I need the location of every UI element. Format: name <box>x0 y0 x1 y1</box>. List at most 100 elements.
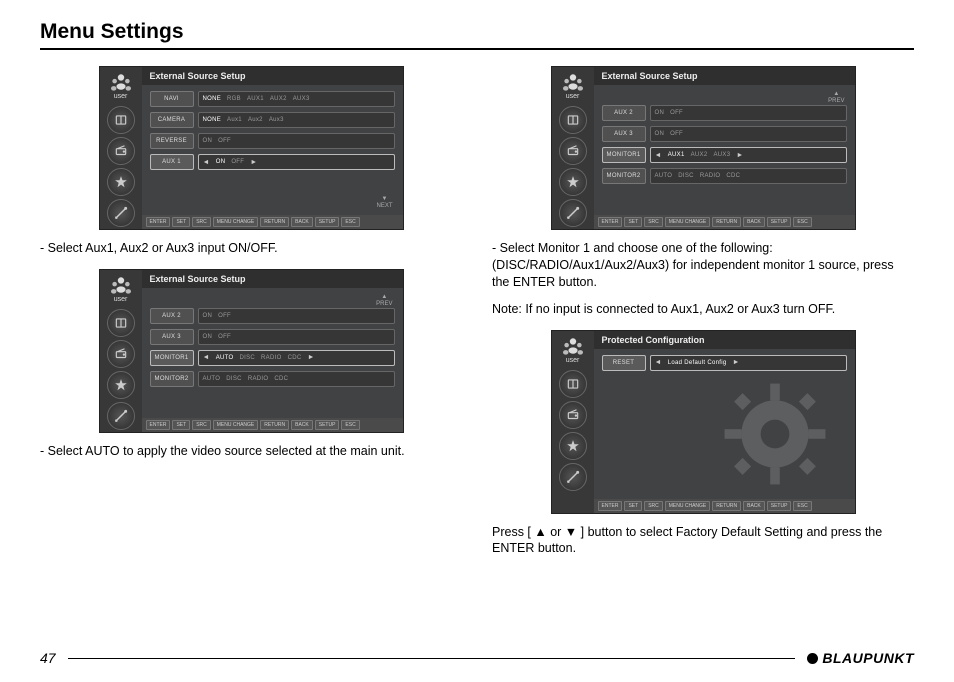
left-arrow-icon[interactable]: ◄ <box>655 359 662 366</box>
right-arrow-icon[interactable]: ► <box>250 159 257 166</box>
tools-icon[interactable] <box>559 199 587 227</box>
book-icon[interactable] <box>559 106 587 134</box>
option-value[interactable]: RGB <box>227 96 241 102</box>
option-value[interactable]: Aux1 <box>227 117 242 123</box>
row-label: CAMERA <box>150 112 194 128</box>
option-value[interactable]: DISC <box>240 355 256 361</box>
option-value[interactable]: RADIO <box>700 173 721 179</box>
setting-row[interactable]: AUX 1 ◄ONOFF► <box>150 154 395 170</box>
screenshot-2-wrap: user External Source Setup AUX 2 ONOFF A… <box>40 269 462 433</box>
setting-row[interactable]: CAMERA NONE Aux1 Aux2 Aux3 <box>150 112 395 128</box>
right-arrow-icon[interactable]: ► <box>732 359 739 366</box>
option-value[interactable]: OFF <box>670 131 683 137</box>
setting-row[interactable]: MONITOR1 ◄AUTODISCRADIOCDC► <box>150 350 395 366</box>
star-icon[interactable] <box>559 432 587 460</box>
setting-row[interactable]: AUX 3 ONOFF <box>602 126 847 142</box>
star-icon[interactable] <box>107 371 135 399</box>
bottom-bar-value: MENU CHANGE <box>665 217 711 227</box>
radio-icon[interactable] <box>107 137 135 165</box>
left-arrow-icon[interactable]: ◄ <box>655 152 662 159</box>
tools-icon[interactable] <box>559 463 587 491</box>
option-value[interactable]: OFF <box>670 110 683 116</box>
star-icon[interactable] <box>559 168 587 196</box>
option-value[interactable]: AUX2 <box>691 152 708 158</box>
right-arrow-icon[interactable]: ► <box>307 354 314 361</box>
option-value[interactable]: AUX1 <box>247 96 264 102</box>
option-value[interactable]: AUX3 <box>293 96 310 102</box>
option-value[interactable]: ON <box>203 334 213 340</box>
bottom-bar-value: ESC <box>793 501 811 511</box>
option-value[interactable]: Load Default Config <box>668 360 727 366</box>
setting-row[interactable]: REVERSE ONOFF <box>150 133 395 149</box>
option-value[interactable]: OFF <box>218 313 231 319</box>
left-arrow-icon[interactable]: ◄ <box>203 159 210 166</box>
radio-icon[interactable] <box>107 340 135 368</box>
option-value[interactable]: NONE <box>203 96 222 102</box>
option-value[interactable]: ON <box>203 313 213 319</box>
option-value[interactable]: OFF <box>231 159 244 165</box>
option-value[interactable]: AUTO <box>203 376 221 382</box>
star-icon[interactable] <box>107 168 135 196</box>
radio-icon[interactable] <box>559 401 587 429</box>
option-value[interactable]: ON <box>655 131 665 137</box>
bottom-bar: ENTERSETSRCMENU CHANGERETURNBACKSETUPESC <box>142 215 403 229</box>
setting-row[interactable]: MONITOR1 ◄AUX1AUX2AUX3► <box>602 147 847 163</box>
book-icon[interactable] <box>107 309 135 337</box>
option-value[interactable]: RADIO <box>261 355 282 361</box>
prev-hint: ▲PREV <box>376 294 392 307</box>
book-icon[interactable] <box>559 370 587 398</box>
option-value[interactable]: AUTO <box>216 355 234 361</box>
row-options[interactable]: NONE RGB AUX1 AUX2 AUX3 <box>198 91 395 107</box>
setting-row[interactable]: MONITOR2 AUTODISCRADIOCDC <box>150 371 395 387</box>
option-value[interactable]: DISC <box>678 173 694 179</box>
row-options[interactable]: ON OFF <box>650 126 847 142</box>
row-options[interactable]: ON OFF <box>198 329 395 345</box>
rows-area: AUX 2 ONOFF AUX 3 ONOFF MONITOR1 ◄AUX1AU… <box>594 85 855 215</box>
option-value[interactable]: OFF <box>218 334 231 340</box>
option-value[interactable]: NONE <box>203 117 222 123</box>
setting-row[interactable]: AUX 2 ONOFF <box>150 308 395 324</box>
option-value[interactable]: Aux2 <box>248 117 263 123</box>
setting-row[interactable]: MONITOR2 AUTODISCRADIOCDC <box>602 168 847 184</box>
right-arrow-icon[interactable]: ► <box>736 152 743 159</box>
option-value[interactable]: AUX3 <box>713 152 730 158</box>
option-value[interactable]: DISC <box>226 376 242 382</box>
option-value[interactable]: ON <box>655 110 665 116</box>
page-footer: 47 BLAUPUNKT <box>40 650 914 666</box>
row-options[interactable]: NONE Aux1 Aux2 Aux3 <box>198 112 395 128</box>
left-arrow-icon[interactable]: ◄ <box>203 354 210 361</box>
row-label: NAVI <box>150 91 194 107</box>
row-options[interactable]: ◄ Load Default Config ► <box>650 355 847 371</box>
text-3a: - Select Monitor 1 and choose one of the… <box>492 240 914 291</box>
row-options[interactable]: AUTO DISC RADIO CDC <box>198 371 395 387</box>
option-value[interactable]: Aux3 <box>269 117 284 123</box>
tools-icon[interactable] <box>107 402 135 430</box>
row-options[interactable]: AUTO DISC RADIO CDC <box>650 168 847 184</box>
row-options[interactable]: ◄ AUTO DISC RADIO CDC ► <box>198 350 395 366</box>
bottom-bar-value: SET <box>172 217 190 227</box>
row-options[interactable]: ON OFF <box>198 308 395 324</box>
setting-row[interactable]: NAVI NONE RGB AUX1 AUX2 AUX3 <box>150 91 395 107</box>
row-options[interactable]: ◄ AUX1 AUX2 AUX3 ► <box>650 147 847 163</box>
option-value[interactable]: CDC <box>274 376 288 382</box>
option-value[interactable]: ON <box>203 138 213 144</box>
option-value[interactable]: AUX1 <box>668 152 685 158</box>
footer-rule <box>68 658 796 659</box>
option-value[interactable]: OFF <box>218 138 231 144</box>
book-icon[interactable] <box>107 106 135 134</box>
option-value[interactable]: AUX2 <box>270 96 287 102</box>
setting-row[interactable]: AUX 3 ONOFF <box>150 329 395 345</box>
setting-row[interactable]: AUX 2 ONOFF <box>602 105 847 121</box>
row-options[interactable]: ON OFF <box>198 133 395 149</box>
option-value[interactable]: CDC <box>288 355 302 361</box>
option-value[interactable]: RADIO <box>248 376 269 382</box>
row-options[interactable]: ◄ ON OFF ► <box>198 154 395 170</box>
option-value[interactable]: ON <box>216 159 226 165</box>
option-value[interactable]: AUTO <box>655 173 673 179</box>
user-icon: user <box>556 69 590 103</box>
radio-icon[interactable] <box>559 137 587 165</box>
row-options[interactable]: ON OFF <box>650 105 847 121</box>
tools-icon[interactable] <box>107 199 135 227</box>
setting-row[interactable]: RESET ◄Load Default Config► <box>602 355 847 371</box>
option-value[interactable]: CDC <box>726 173 740 179</box>
